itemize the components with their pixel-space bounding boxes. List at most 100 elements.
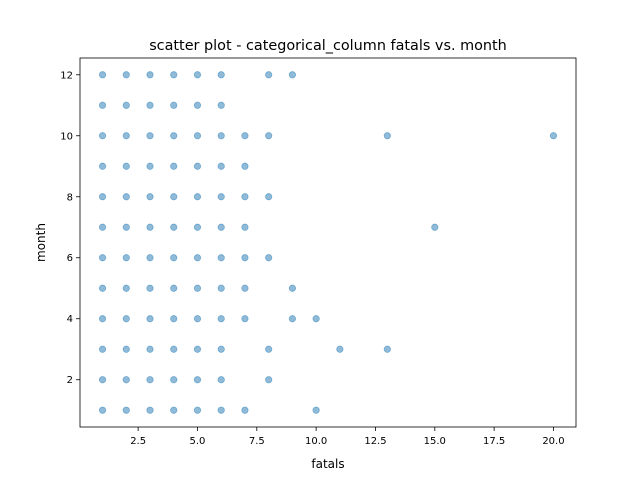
data-point	[122, 254, 130, 262]
data-point	[122, 193, 130, 201]
x-tick-label: 10.0	[305, 436, 327, 447]
data-point	[170, 254, 178, 262]
data-point	[288, 284, 297, 292]
x-tick-label: 17.5	[483, 436, 505, 447]
data-point	[146, 284, 154, 292]
data-point	[98, 406, 107, 414]
data-point	[170, 162, 178, 170]
data-point	[122, 132, 130, 140]
data-point	[193, 162, 202, 170]
data-point	[170, 71, 178, 79]
data-point	[146, 315, 154, 323]
data-point	[170, 193, 178, 201]
data-point	[288, 71, 297, 79]
data-point	[193, 71, 202, 79]
data-point	[265, 132, 273, 140]
data-point	[98, 376, 107, 384]
data-point	[98, 223, 107, 231]
data-point	[193, 132, 202, 140]
data-point	[431, 223, 439, 231]
data-point	[241, 132, 249, 140]
x-tick-label: 20.0	[542, 436, 564, 447]
y-axis-label: month	[34, 223, 48, 262]
data-point	[122, 376, 130, 384]
points-layer	[98, 71, 558, 414]
x-tick-label: 12.5	[364, 436, 386, 447]
y-tick-label: 2	[67, 375, 73, 386]
data-point	[241, 193, 249, 201]
data-point	[122, 71, 130, 79]
data-point	[146, 101, 154, 109]
data-point	[170, 315, 178, 323]
data-point	[217, 71, 225, 79]
data-point	[288, 315, 297, 323]
data-point	[312, 315, 320, 323]
data-point	[122, 101, 130, 109]
data-point	[217, 345, 225, 353]
data-point	[170, 101, 178, 109]
data-point	[193, 193, 202, 201]
data-point	[265, 376, 273, 384]
ticks-layer: 2.5 5.0 7.5 10.0 12.5 15.0 17.5 20.0 2 4 6 8 10 12	[60, 70, 564, 447]
y-tick-label: 6	[67, 253, 73, 264]
data-point	[122, 162, 130, 170]
y-tick-label: 8	[67, 192, 73, 203]
y-tick-label: 10	[60, 131, 73, 142]
data-point	[98, 254, 107, 262]
data-point	[146, 254, 154, 262]
data-point	[383, 132, 391, 140]
data-point	[217, 223, 225, 231]
data-point	[193, 315, 202, 323]
data-point	[146, 345, 154, 353]
data-point	[98, 162, 107, 170]
data-point	[383, 345, 391, 353]
x-tick-label: 15.0	[424, 436, 446, 447]
data-point	[265, 345, 273, 353]
data-point	[193, 101, 202, 109]
data-point	[241, 223, 249, 231]
x-tick-label: 2.5	[130, 436, 146, 447]
plot-frame	[79, 57, 577, 428]
data-point	[217, 315, 225, 323]
data-point	[336, 345, 344, 353]
data-point	[217, 193, 225, 201]
data-point	[170, 132, 178, 140]
x-tick-label: 7.5	[249, 436, 265, 447]
data-point	[122, 284, 130, 292]
data-point	[265, 71, 273, 79]
data-point	[98, 345, 107, 353]
data-point	[122, 345, 130, 353]
data-point	[193, 345, 202, 353]
data-point	[146, 132, 154, 140]
x-tick-label: 5.0	[190, 436, 206, 447]
data-point	[241, 315, 249, 323]
data-point	[98, 132, 107, 140]
data-point	[241, 284, 249, 292]
data-point	[193, 284, 202, 292]
data-point	[98, 71, 107, 79]
data-point	[170, 345, 178, 353]
data-point	[241, 406, 249, 414]
data-point	[122, 406, 130, 414]
data-point	[170, 376, 178, 384]
data-point	[217, 376, 225, 384]
data-point	[193, 406, 202, 414]
data-point	[170, 284, 178, 292]
data-point	[122, 315, 130, 323]
data-point	[217, 406, 225, 414]
data-point	[217, 162, 225, 170]
data-point	[241, 254, 249, 262]
data-point	[265, 254, 273, 262]
data-point	[241, 162, 249, 170]
data-point	[265, 193, 273, 201]
data-point	[193, 223, 202, 231]
x-axis-label: fatals	[311, 457, 344, 471]
data-point	[146, 193, 154, 201]
data-point	[217, 132, 225, 140]
data-point	[98, 101, 107, 109]
chart-title: scatter plot - categorical_column fatals…	[149, 38, 507, 54]
data-point	[98, 193, 107, 201]
data-point	[146, 71, 154, 79]
data-point	[312, 406, 320, 414]
